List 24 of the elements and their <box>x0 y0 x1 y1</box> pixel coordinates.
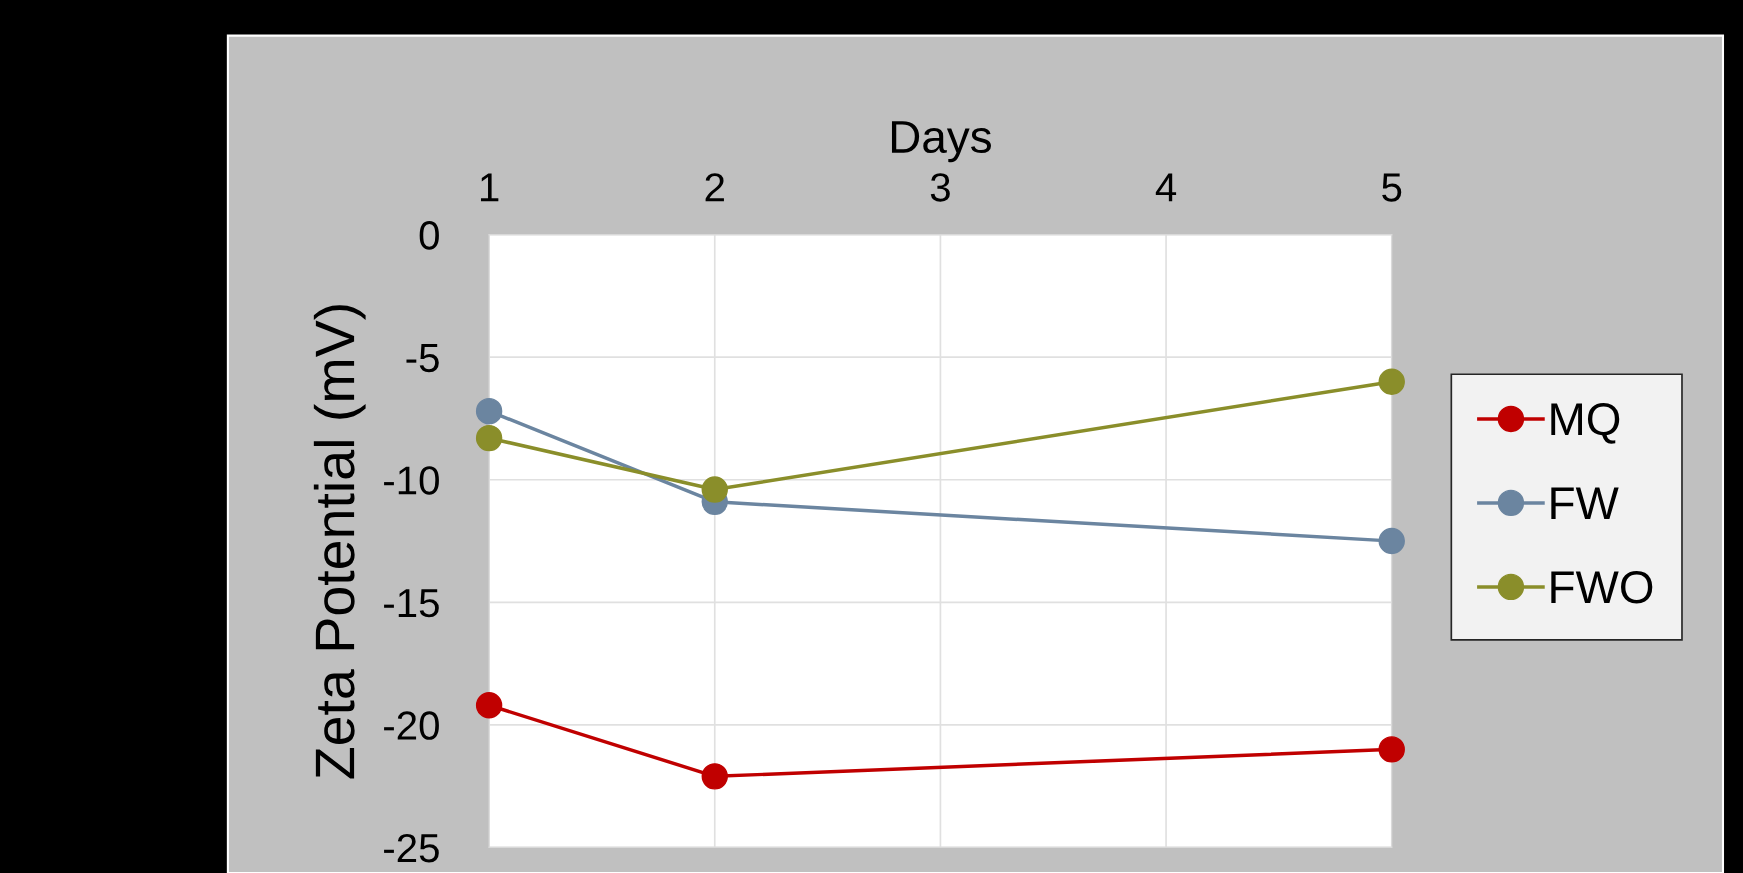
point <box>701 763 728 790</box>
legend-label: MQ <box>1551 402 1620 444</box>
point <box>475 424 503 452</box>
point <box>701 476 728 503</box>
x-tick-label: 4 <box>1155 173 1177 202</box>
y-tick-label: -5 <box>406 344 439 373</box>
point <box>475 692 503 719</box>
point <box>475 397 503 425</box>
y-tick-label: 0 <box>419 221 439 250</box>
legend-label: FW <box>1551 487 1619 519</box>
y-tick-label: -10 <box>384 466 439 495</box>
point <box>1378 368 1405 395</box>
x-axis-title: Days <box>891 121 991 163</box>
legend-label: FWO <box>1551 570 1653 604</box>
point <box>1378 527 1405 555</box>
x-tick-label: 5 <box>1382 173 1402 202</box>
y-tick-label: -15 <box>384 589 439 618</box>
y-tick-label: -20 <box>384 711 439 740</box>
point <box>1378 736 1405 763</box>
x-tick-label: 2 <box>705 173 724 202</box>
x-tick-label: 3 <box>930 173 950 202</box>
x-tick-label: 1 <box>480 173 499 202</box>
y-axis-title: Zeta Potential (mV) <box>313 305 366 779</box>
y-tick-label: -25 <box>384 833 439 863</box>
